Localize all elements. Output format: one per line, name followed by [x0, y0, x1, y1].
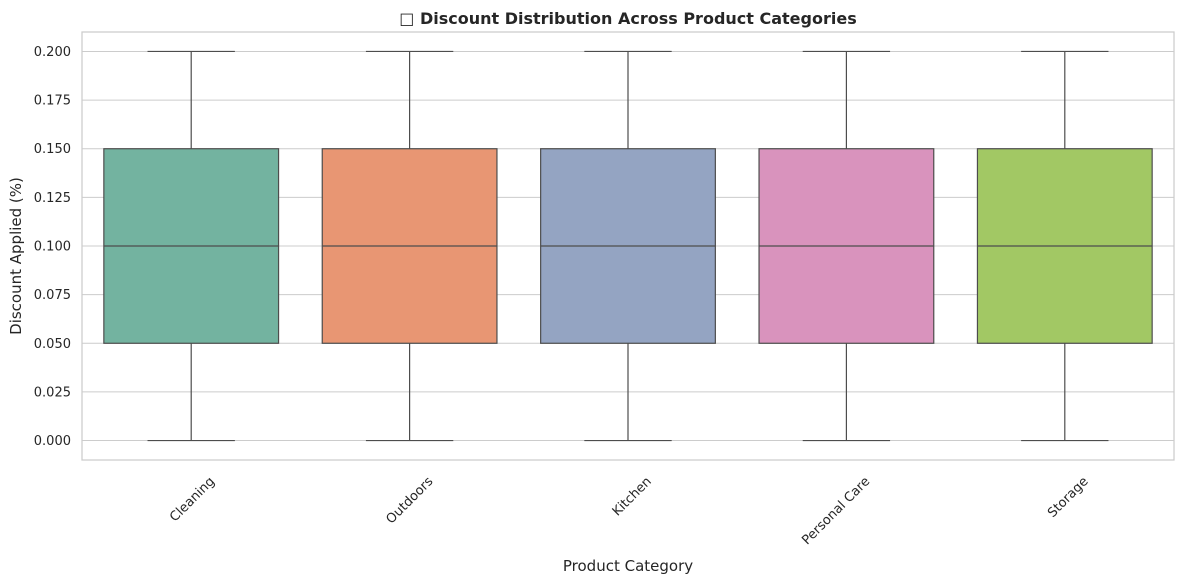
box-storage: [976, 50, 1153, 442]
x-tick-label: Storage: [1045, 474, 1092, 521]
y-tick-label: 0.025: [34, 385, 71, 400]
chart-title: □ Discount Distribution Across Product C…: [399, 9, 856, 28]
x-tick-label: Personal Care: [799, 474, 873, 548]
y-tick-label: 0.075: [34, 288, 71, 303]
plot-frame: [81, 31, 1175, 461]
y-tick-label: 0.200: [34, 45, 71, 60]
y-tick-labels: 0.000 0.025 0.050 0.075 0.100 0.125 0.150 0.175…: [34, 45, 71, 449]
y-tick-label: 0.000: [34, 434, 71, 449]
box-kitchen: [540, 50, 716, 442]
box-personal-care: [758, 50, 935, 442]
y-axis-label: Discount Applied (%): [7, 177, 25, 335]
x-tick-labels: Cleaning Outdoors Kitchen Personal Care Stor…: [167, 474, 1092, 548]
box-cleaning: [103, 50, 280, 442]
box-outdoors: [321, 50, 498, 442]
y-tick-label: 0.175: [34, 94, 71, 109]
y-tick-label: 0.125: [34, 191, 71, 206]
x-tick-label: Outdoors: [383, 474, 436, 527]
x-axis-label: Product Category: [563, 557, 693, 575]
x-tick-label: Cleaning: [167, 474, 218, 525]
boxes-group: [103, 50, 1153, 442]
x-tick-label: Kitchen: [610, 474, 655, 519]
y-tick-label: 0.150: [34, 142, 71, 157]
y-tick-label: 0.050: [34, 337, 71, 352]
y-tick-label: 0.100: [34, 240, 71, 255]
